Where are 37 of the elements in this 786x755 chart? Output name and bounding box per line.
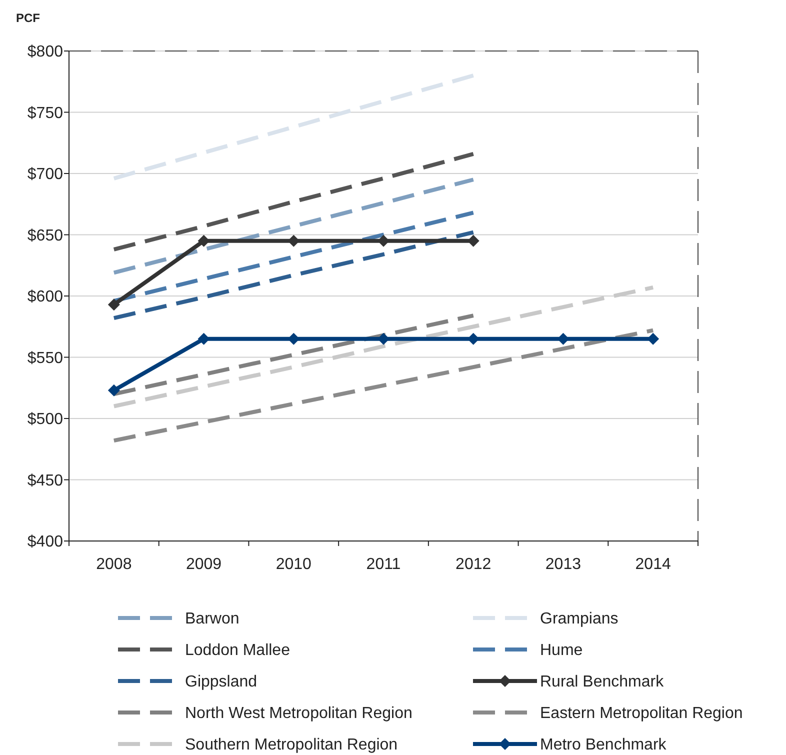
legend-label: Barwon: [185, 610, 240, 628]
legend-label: Metro Benchmark: [540, 736, 668, 754]
line-series: [112, 178, 476, 275]
x-tick-label: 2012: [456, 556, 492, 573]
legend-label: Rural Benchmark: [540, 674, 665, 691]
legend-label: Southern Metropolitan Region: [185, 736, 398, 754]
y-tick-label: $450: [27, 472, 64, 490]
legend-label: Hume: [540, 642, 583, 660]
y-tick-label: $400: [27, 534, 64, 551]
x-tick-label: 2011: [366, 556, 401, 573]
legend-label: Eastern Metropolitan Region: [540, 705, 743, 722]
point: [378, 332, 390, 345]
y-axis-title: PCF: [16, 11, 40, 25]
legend-label: Grampians: [540, 610, 618, 628]
legend-label: Loddon Mallee: [185, 642, 290, 660]
point: [108, 298, 120, 311]
point: [108, 384, 120, 396]
line-series: [112, 152, 476, 252]
y-tick-label: $500: [27, 411, 64, 428]
line-series: [112, 328, 656, 443]
x-tick-label: 2014: [635, 556, 671, 573]
point: [647, 332, 660, 345]
line-series: [112, 230, 476, 320]
x-tick-label: 2009: [186, 556, 222, 573]
x-tick-label: 2010: [276, 556, 312, 573]
legend-label: Gippsland: [185, 674, 258, 691]
x-tick-label: 2008: [96, 556, 132, 573]
legend-label: North West Metropolitan Region: [185, 705, 412, 722]
y-tick-label: $700: [27, 166, 64, 184]
x-tick-label: 2013: [545, 556, 582, 573]
y-tick-label: $800: [27, 44, 64, 61]
y-tick-label: $650: [27, 227, 64, 244]
y-tick-label: $600: [27, 288, 64, 306]
y-tick-label: $750: [27, 104, 64, 122]
point: [378, 234, 390, 247]
line-series: [112, 74, 476, 180]
y-tick-label: $550: [27, 350, 64, 367]
